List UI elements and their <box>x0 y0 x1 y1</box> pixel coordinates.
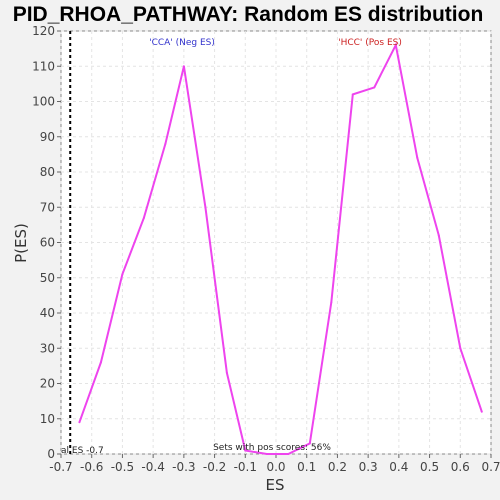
x-tick-label: 0.2 <box>328 460 347 474</box>
x-tick-label: -0.2 <box>203 460 226 474</box>
data-point <box>459 347 462 350</box>
x-tick-label: -0.7 <box>49 460 72 474</box>
x-axis-label: ES <box>266 476 285 494</box>
data-point <box>480 410 483 413</box>
x-tick-label: 0.5 <box>420 460 439 474</box>
y-tick-label: 60 <box>40 236 55 250</box>
y-axis-label: P(ES) <box>12 223 30 263</box>
y-tick-label: 90 <box>40 130 55 144</box>
y-tick-label: 70 <box>40 200 55 214</box>
data-point <box>142 216 145 219</box>
y-tick-label: 100 <box>32 95 55 109</box>
y-tick-label: 80 <box>40 165 55 179</box>
x-tick-label: -0.3 <box>172 460 195 474</box>
data-point <box>351 93 354 96</box>
x-tick-label: 0.1 <box>297 460 316 474</box>
data-point <box>330 301 333 304</box>
x-tick-label: 0.6 <box>451 460 470 474</box>
x-tick-label: -0.5 <box>111 460 134 474</box>
y-tick-label: 120 <box>32 24 55 38</box>
y-tick-label: 0 <box>47 447 55 461</box>
data-point <box>164 142 167 145</box>
data-point <box>394 44 397 47</box>
chart-title: PID_RHOA_PATHWAY: Random ES distribution <box>13 3 484 26</box>
pos-es-label: 'HCC' (Pos ES) <box>338 38 402 48</box>
data-point <box>244 449 247 452</box>
series-line <box>78 42 483 455</box>
data-point <box>204 206 207 209</box>
data-point <box>225 371 228 374</box>
y-tick-label: 10 <box>40 412 55 426</box>
actual-es-label: al ES -0.7 <box>61 446 104 456</box>
x-tick-label: 0.7 <box>481 460 500 474</box>
neg-es-label: 'CCA' (Neg ES) <box>149 38 215 48</box>
y-tick-label: 40 <box>40 306 55 320</box>
data-point <box>182 65 185 68</box>
x-tick-label: 0.4 <box>389 460 408 474</box>
data-point <box>437 234 440 237</box>
data-point <box>121 273 124 276</box>
data-point <box>265 453 268 455</box>
data-point <box>373 86 376 89</box>
y-tick-label: 110 <box>32 59 55 73</box>
y-tick-label: 30 <box>40 341 55 355</box>
x-tick-label: 0.0 <box>266 460 285 474</box>
y-tick-label: 50 <box>40 271 55 285</box>
axis-ticks: 0 10 20 30 40 50 60 70 80 90 100 110 120 -0.7 -0.6 -0.5… <box>32 24 500 474</box>
x-tick-label: -0.4 <box>141 460 164 474</box>
x-tick-label: 0.3 <box>359 460 378 474</box>
pos-scores-note: Sets with pos scores: 56% <box>213 443 331 453</box>
x-tick-label: -0.6 <box>80 460 103 474</box>
data-point <box>78 421 81 424</box>
x-tick-label: -0.1 <box>234 460 257 474</box>
data-point <box>99 361 102 364</box>
data-point <box>287 453 290 455</box>
data-points <box>78 44 483 455</box>
data-point <box>416 156 419 159</box>
y-tick-label: 20 <box>40 377 55 391</box>
data-point <box>308 442 311 445</box>
